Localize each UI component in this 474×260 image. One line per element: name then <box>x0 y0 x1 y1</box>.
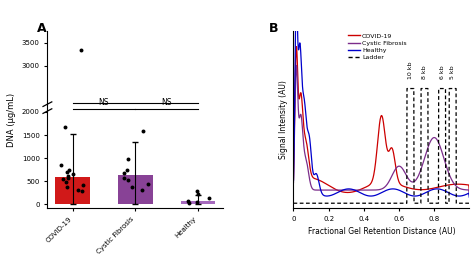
Cystic Fibrosis <box>442 160 448 164</box>
Point <box>58 163 65 167</box>
Healthy <box>291 179 296 182</box>
Healthy <box>424 190 430 193</box>
Cystic Fibrosis <box>301 150 307 153</box>
Point <box>63 180 70 184</box>
Point <box>74 187 82 192</box>
Cystic Fibrosis <box>291 181 296 184</box>
Y-axis label: DNA (µg/mL): DNA (µg/mL) <box>7 93 16 147</box>
Point <box>64 174 72 178</box>
Point <box>59 177 67 181</box>
COVID-19 <box>424 188 430 191</box>
Point <box>70 172 77 176</box>
Text: 5 kb: 5 kb <box>450 65 455 79</box>
Point <box>64 176 72 180</box>
Point <box>124 157 132 161</box>
COVID-19 <box>398 183 403 186</box>
COVID-19 <box>291 178 296 181</box>
Cystic Fibrosis <box>393 167 399 170</box>
Cystic Fibrosis <box>403 173 409 176</box>
Point <box>194 192 202 196</box>
Point <box>65 168 73 172</box>
Y-axis label: Signal Intensity (AU): Signal Intensity (AU) <box>279 80 288 159</box>
Text: B: B <box>269 22 278 35</box>
Line: Ladder: Ladder <box>293 89 469 203</box>
Healthy <box>398 189 403 192</box>
Point <box>193 200 201 204</box>
Point <box>78 48 85 52</box>
Point <box>120 171 128 175</box>
Healthy <box>442 189 448 192</box>
Point <box>79 183 87 187</box>
Ladder <box>291 202 296 205</box>
Bar <box>118 175 153 204</box>
Healthy <box>393 188 399 191</box>
Text: 10 kb: 10 kb <box>408 61 413 79</box>
COVID-19 <box>442 184 448 187</box>
COVID-19 <box>393 167 399 170</box>
Text: NS: NS <box>161 98 172 107</box>
Point <box>184 199 192 203</box>
Point <box>138 187 146 192</box>
Point <box>120 176 128 180</box>
Line: Cystic Fibrosis: Cystic Fibrosis <box>293 66 469 194</box>
COVID-19 <box>293 45 299 48</box>
COVID-19 <box>403 186 409 189</box>
Ladder <box>424 87 430 90</box>
Healthy <box>301 99 307 102</box>
Text: A: A <box>37 22 46 35</box>
X-axis label: Fractional Gel Retention Distance (AU): Fractional Gel Retention Distance (AU) <box>308 227 455 236</box>
Point <box>78 189 86 193</box>
Point <box>128 185 136 189</box>
COVID-19 <box>301 131 307 134</box>
Text: 8 kb: 8 kb <box>422 65 427 79</box>
Point <box>63 170 71 174</box>
Text: NS: NS <box>99 98 109 107</box>
Ladder <box>402 202 408 205</box>
Point <box>144 181 152 186</box>
Line: Healthy: Healthy <box>293 0 469 197</box>
Point <box>185 201 193 205</box>
Bar <box>181 201 215 204</box>
Healthy <box>403 192 409 195</box>
COVID-19 <box>466 190 472 193</box>
Bar <box>55 177 90 204</box>
Cystic Fibrosis <box>466 193 472 196</box>
Text: 6 kb: 6 kb <box>439 65 445 79</box>
Ladder <box>404 87 410 90</box>
Cystic Fibrosis <box>398 165 403 168</box>
Ladder <box>393 202 399 205</box>
Point <box>205 196 213 200</box>
COVID-19 <box>345 191 350 194</box>
Point <box>63 185 71 189</box>
Line: COVID-19: COVID-19 <box>293 47 469 192</box>
Ladder <box>466 202 472 205</box>
Cystic Fibrosis <box>424 149 430 152</box>
Ladder <box>397 202 403 205</box>
Point <box>139 129 147 133</box>
Point <box>124 178 132 182</box>
Ladder <box>442 87 448 90</box>
Point <box>193 189 201 193</box>
Ladder <box>301 202 307 205</box>
Healthy <box>466 196 472 199</box>
Cystic Fibrosis <box>293 64 299 67</box>
Point <box>61 125 68 129</box>
Legend: COVID-19, Cystic Fibrosis, Healthy, Ladder: COVID-19, Cystic Fibrosis, Healthy, Ladd… <box>346 31 409 63</box>
Point <box>123 168 131 172</box>
